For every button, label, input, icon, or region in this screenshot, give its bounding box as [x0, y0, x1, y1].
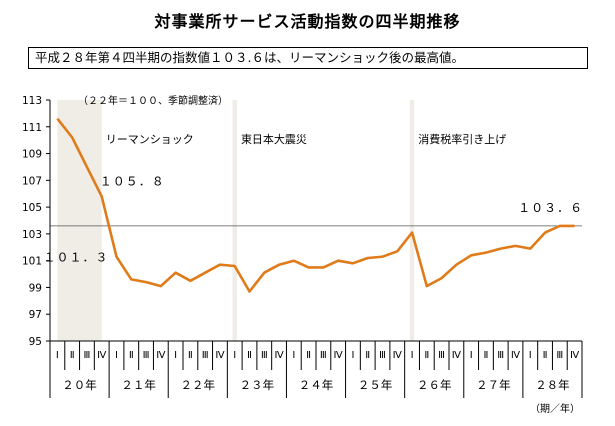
quarter-label: Ⅱ [188, 350, 193, 361]
event-label-0: リーマンショック [106, 133, 194, 146]
quarter-label: Ⅱ [483, 350, 488, 361]
shaded-periods: リーマンショック 東日本大震災 消費税率引き上げ [57, 100, 506, 341]
quarter-label: Ⅳ [156, 350, 166, 361]
y-tick-label: 109 [22, 149, 42, 161]
year-label: ２２年 [181, 378, 216, 392]
quarter-label: Ⅲ [438, 350, 445, 361]
quarter-label: Ⅱ [129, 350, 134, 361]
y-tick-label: 97 [29, 309, 42, 321]
year-label: ２３年 [240, 378, 275, 392]
year-label: ２６年 [417, 378, 452, 392]
quarter-label: Ⅰ [529, 350, 532, 361]
quarter-label: Ⅲ [143, 350, 150, 361]
quarter-label: Ⅳ [511, 350, 521, 361]
quarter-label: Ⅳ [215, 350, 225, 361]
quarter-label: Ⅳ [393, 350, 403, 361]
y-axis: 95 97 99 101 103 105 107 109 111 113 [22, 95, 51, 348]
quarter-label: Ⅳ [452, 350, 462, 361]
quarter-label: Ⅳ [274, 350, 284, 361]
year-label: ２８年 [535, 378, 570, 392]
quarter-label: Ⅱ [70, 350, 75, 361]
event-label-2: 消費税率引き上げ [418, 132, 506, 146]
quarter-label: Ⅲ [556, 350, 563, 361]
quarter-label: Ⅰ [411, 350, 414, 361]
unit-note: （２２年＝１００、季節調整済） [78, 94, 228, 107]
y-tick-label: 99 [29, 282, 42, 294]
quarter-label: Ⅰ [351, 350, 354, 361]
y-tick-label: 95 [29, 336, 42, 348]
series-group [56, 117, 575, 293]
quarter-label: Ⅰ [115, 350, 118, 361]
quarter-label: Ⅰ [470, 350, 473, 361]
quarter-label: Ⅳ [334, 350, 344, 361]
quarter-label: Ⅱ [306, 350, 311, 361]
quarter-label: Ⅲ [379, 350, 386, 361]
y-tick-label: 107 [22, 175, 42, 187]
data-label: １０５．８ [100, 174, 165, 188]
quarter-label: Ⅲ [261, 350, 268, 361]
data-label: １０３．６ [518, 201, 583, 215]
quarter-label: Ⅳ [570, 350, 580, 361]
quarter-label: Ⅰ [174, 350, 177, 361]
year-label: ２４年 [299, 378, 334, 392]
quarter-label: Ⅰ [56, 350, 59, 361]
series-line [56, 117, 575, 293]
y-tick-label: 105 [22, 202, 42, 214]
quarter-label: Ⅰ [292, 350, 295, 361]
subtitle-box: 平成２８年第４四半期の指数値１０３.６は、リーマンショック後の最高値。 [28, 47, 588, 69]
year-label: ２７年 [476, 378, 511, 392]
quarter-label: Ⅱ [543, 350, 548, 361]
event-label-1: 東日本大震災 [241, 132, 307, 146]
quarter-label: Ⅰ [233, 350, 236, 361]
chart-title: 対事業所サービス活動指数の四半期推移 [154, 12, 461, 31]
data-label: １０１．３ [43, 251, 108, 265]
year-label: ２１年 [121, 378, 156, 392]
quarter-label: Ⅲ [83, 350, 90, 361]
quarter-label: Ⅱ [247, 350, 252, 361]
quarter-label: Ⅱ [424, 350, 429, 361]
quarter-label: Ⅲ [320, 350, 327, 361]
quarter-label: Ⅲ [202, 350, 209, 361]
year-label: ２５年 [358, 378, 393, 392]
y-tick-label: 113 [22, 95, 42, 107]
quarter-label: Ⅲ [497, 350, 504, 361]
y-tick-label: 101 [22, 256, 42, 268]
y-tick-label: 103 [22, 229, 42, 241]
x-unit-label: （期／年） [530, 402, 580, 415]
shaded-period-1 [232, 100, 237, 341]
y-tick-label: 111 [22, 122, 42, 134]
shaded-period-2 [409, 100, 415, 341]
quarter-label: Ⅳ [97, 350, 107, 361]
data-labels: １０５．８ １０１．３ １０３．６ [43, 174, 583, 265]
subtitle-text: 平成２８年第４四半期の指数値１０３.６は、リーマンショック後の最高値。 [35, 50, 464, 65]
year-label: ２０年 [62, 378, 97, 392]
quarter-label: Ⅱ [365, 350, 370, 361]
shaded-period-0 [57, 100, 102, 341]
